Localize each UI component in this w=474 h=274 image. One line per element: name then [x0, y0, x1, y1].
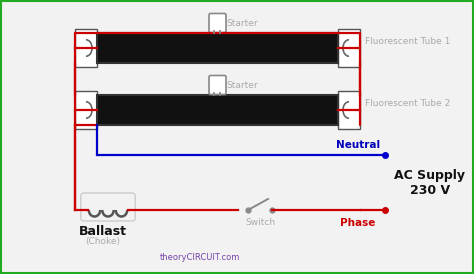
- Bar: [338, 29, 360, 67]
- Bar: [97, 95, 338, 125]
- Text: Neutral: Neutral: [336, 140, 380, 150]
- Bar: [338, 91, 360, 129]
- Text: (Choke): (Choke): [85, 237, 120, 246]
- Text: Fluorescent Tube 2: Fluorescent Tube 2: [365, 99, 450, 108]
- Bar: [97, 33, 338, 63]
- Text: Switch: Switch: [245, 218, 275, 227]
- FancyBboxPatch shape: [81, 193, 135, 221]
- FancyBboxPatch shape: [209, 13, 226, 33]
- Bar: [75, 95, 360, 125]
- Text: theoryCIRCUIT.com: theoryCIRCUIT.com: [160, 253, 240, 261]
- Text: Starter: Starter: [227, 81, 258, 90]
- Text: Phase: Phase: [340, 218, 375, 228]
- Bar: [75, 29, 97, 67]
- Bar: [75, 33, 360, 63]
- Text: Fluorescent Tube 1: Fluorescent Tube 1: [365, 37, 450, 46]
- Text: AC Supply
230 V: AC Supply 230 V: [394, 169, 465, 196]
- FancyBboxPatch shape: [209, 76, 226, 95]
- Text: Ballast: Ballast: [79, 225, 127, 238]
- Bar: [75, 91, 97, 129]
- Text: Starter: Starter: [227, 19, 258, 27]
